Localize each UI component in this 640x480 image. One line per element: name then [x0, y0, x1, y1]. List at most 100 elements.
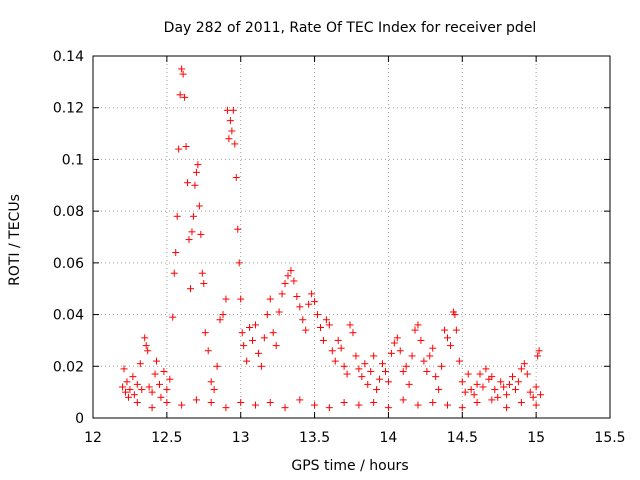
data-point: [207, 378, 215, 386]
data-point: [420, 357, 428, 365]
data-point: [260, 334, 268, 342]
data-point: [343, 370, 351, 378]
data-point: [503, 391, 511, 399]
data-point: [133, 380, 141, 388]
data-point: [520, 360, 528, 368]
data-point: [488, 373, 496, 381]
data-point: [370, 352, 378, 360]
data-point: [444, 401, 452, 409]
data-point: [384, 378, 392, 386]
data-point: [399, 367, 407, 375]
data-point: [178, 401, 186, 409]
data-point: [176, 91, 184, 99]
data-point: [514, 378, 522, 386]
data-point: [376, 375, 384, 383]
data-point: [364, 380, 372, 388]
chart-title: Day 282 of 2011, Rate Of TEC Index for r…: [164, 20, 537, 36]
x-tick-label: 12.5: [151, 430, 182, 446]
data-point: [322, 316, 330, 324]
data-point: [216, 316, 224, 324]
data-point: [479, 383, 487, 391]
x-tick-labels: 12 12.5 13 13.5 14 14.5 15 15.5: [84, 430, 626, 446]
data-point: [266, 398, 274, 406]
data-point: [390, 339, 398, 347]
data-point: [314, 311, 322, 319]
data-point: [222, 404, 230, 412]
data-point: [169, 313, 177, 321]
data-point: [537, 391, 545, 399]
data-point: [497, 378, 505, 386]
data-point: [166, 375, 174, 383]
data-point: [311, 298, 319, 306]
y-tick-label: 0.02: [53, 359, 84, 375]
data-point: [175, 145, 183, 153]
data-point: [408, 352, 416, 360]
data-point: [535, 347, 543, 355]
data-point: [179, 70, 187, 78]
data-point: [473, 380, 481, 388]
data-point: [349, 329, 357, 337]
y-tick-label: 0.04: [53, 308, 84, 324]
data-point: [461, 388, 469, 396]
data-point: [491, 386, 499, 394]
data-point: [435, 386, 443, 394]
data-point: [299, 316, 307, 324]
data-point: [157, 393, 165, 401]
data-point: [144, 347, 152, 355]
data-point: [160, 367, 168, 375]
data-point: [246, 324, 254, 331]
data-point: [229, 106, 237, 114]
data-point: [124, 393, 132, 401]
data-point: [284, 272, 292, 280]
data-point: [130, 391, 138, 399]
data-point: [444, 334, 452, 342]
data-point: [192, 168, 200, 176]
data-point: [189, 212, 197, 220]
x-tick-label: 14.5: [447, 430, 478, 446]
data-point: [204, 347, 212, 355]
data-point: [163, 398, 171, 406]
data-point: [119, 383, 127, 391]
data-point: [429, 398, 437, 406]
data-point: [379, 360, 387, 368]
data-point: [316, 324, 324, 331]
data-point: [458, 378, 466, 386]
data-point: [399, 396, 407, 404]
data-point: [325, 321, 333, 329]
data-point: [517, 398, 525, 406]
data-point: [384, 404, 392, 412]
data-point: [287, 267, 295, 275]
data-point: [358, 373, 366, 381]
data-point: [237, 398, 245, 406]
data-point: [145, 383, 153, 391]
y-axis-label: ROTI / TECUs: [7, 194, 23, 286]
data-point: [251, 321, 259, 329]
grid-lines: [93, 56, 610, 418]
data-point: [296, 396, 304, 404]
data-point: [249, 336, 257, 344]
data-point: [173, 212, 181, 220]
data-point: [223, 106, 231, 114]
data-point: [278, 290, 286, 298]
y-tick-label: 0.12: [53, 101, 84, 117]
data-point: [195, 202, 203, 210]
data-point: [441, 326, 449, 334]
data-point: [141, 334, 149, 342]
data-point: [257, 362, 265, 370]
data-point: [458, 404, 466, 412]
data-point: [509, 373, 517, 381]
data-point: [517, 365, 525, 373]
data-point: [467, 386, 475, 394]
data-point: [328, 347, 336, 355]
data-point: [423, 367, 431, 375]
data-point: [191, 181, 199, 189]
data-point: [402, 362, 410, 370]
data-point: [120, 365, 128, 373]
data-point: [281, 404, 289, 412]
data-point: [455, 357, 463, 365]
data-point: [381, 367, 389, 375]
data-point: [511, 386, 519, 394]
data-point: [133, 398, 141, 406]
data-point: [355, 365, 363, 373]
data-point: [340, 362, 348, 370]
